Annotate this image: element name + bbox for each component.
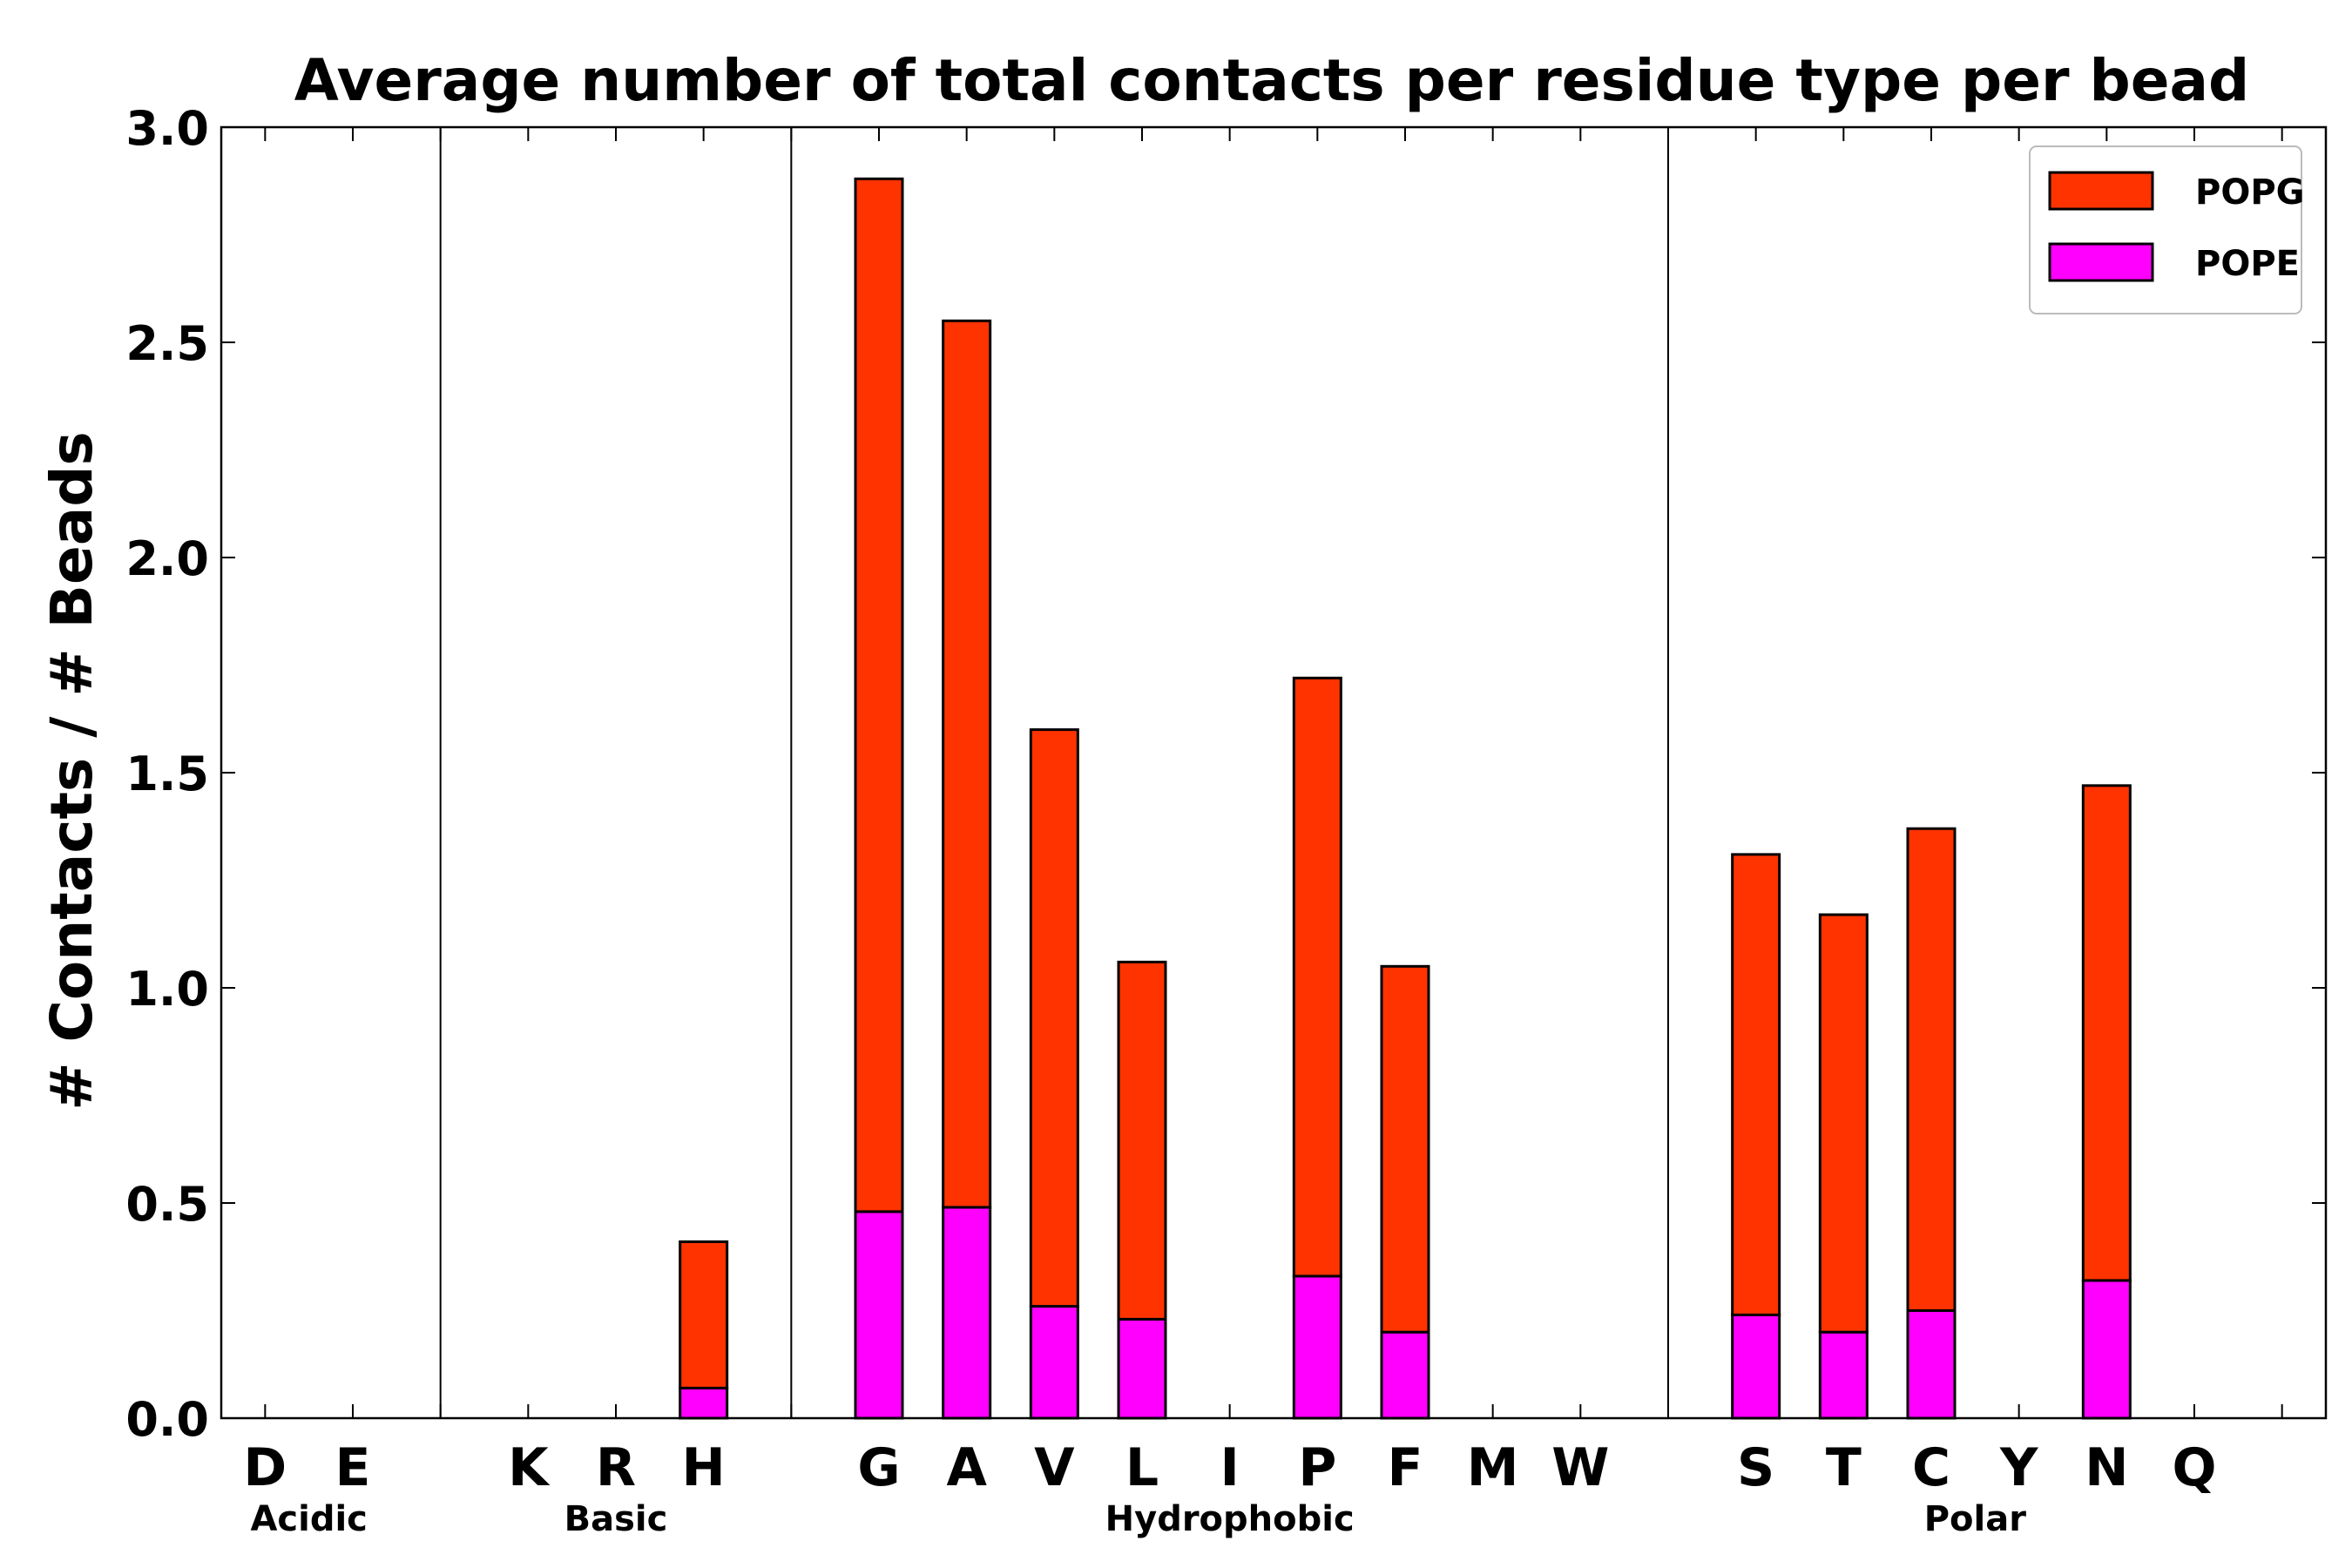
x-tick-label-A: A bbox=[946, 1437, 987, 1498]
bar-pope-N bbox=[2081, 1279, 2132, 1420]
bar-pope-F bbox=[1380, 1330, 1430, 1420]
bar-pope-A bbox=[942, 1206, 992, 1420]
y-tick-label: 3.0 bbox=[125, 101, 209, 156]
bar-popg-N bbox=[2081, 784, 2132, 1282]
y-axis-label: # Contacts / # Beads bbox=[38, 431, 105, 1111]
group-label: Polar bbox=[1924, 1499, 2027, 1539]
x-tick-label-M: M bbox=[1467, 1437, 1519, 1498]
x-tick-label-W: W bbox=[1551, 1437, 1609, 1498]
bar-pope-H bbox=[679, 1386, 729, 1420]
bar-pope-C bbox=[1906, 1309, 1957, 1420]
y-tick-label: 0.5 bbox=[125, 1177, 209, 1232]
bar-pope-L bbox=[1117, 1317, 1167, 1420]
bar-popg-P bbox=[1292, 676, 1342, 1278]
bar-popg-G bbox=[854, 177, 904, 1213]
y-tick-label: 0.0 bbox=[125, 1392, 209, 1447]
bar-popg-A bbox=[942, 319, 992, 1209]
group-label: Basic bbox=[564, 1499, 668, 1539]
x-tick-label-S: S bbox=[1737, 1437, 1774, 1498]
bar-pope-G bbox=[854, 1210, 904, 1420]
x-tick-label-G: G bbox=[857, 1437, 900, 1498]
bar-popg-V bbox=[1029, 728, 1079, 1308]
x-tick-label-Q: Q bbox=[2172, 1437, 2216, 1498]
x-tick-label-C: C bbox=[1912, 1437, 1950, 1498]
x-tick-label-T: T bbox=[1826, 1437, 1862, 1498]
x-tick-label-H: H bbox=[682, 1437, 726, 1498]
x-tick-label-D: D bbox=[243, 1437, 287, 1498]
y-tick-label: 1.0 bbox=[125, 962, 209, 1017]
bar-pope-S bbox=[1731, 1313, 1781, 1420]
bar-popg-T bbox=[1818, 913, 1869, 1334]
bar-popg-S bbox=[1731, 853, 1781, 1316]
x-tick-label-K: K bbox=[508, 1437, 551, 1498]
plot-frame bbox=[220, 125, 2328, 1420]
bar-popg-H bbox=[679, 1240, 729, 1389]
y-tick-label: 1.5 bbox=[125, 747, 209, 801]
x-tick-label-R: R bbox=[596, 1437, 636, 1498]
plot-area: 0.0 0.5 1.0 1.5 2.0 2.5 3.0 D E K R H G A V L I P F M W S T C Y N… bbox=[125, 101, 2328, 1539]
legend-swatch-pope bbox=[2048, 242, 2154, 282]
legend-swatch-popg bbox=[2048, 171, 2154, 211]
legend-label-pope: POPE bbox=[2195, 244, 2300, 284]
bar-pope-V bbox=[1029, 1305, 1079, 1420]
bar-popg-L bbox=[1117, 960, 1167, 1321]
x-tick-label-Y: Y bbox=[1999, 1437, 2039, 1498]
y-tick-label: 2.5 bbox=[125, 316, 209, 371]
bar-popg-C bbox=[1906, 827, 1957, 1312]
chart-title: Average number of total contacts per res… bbox=[294, 47, 2250, 114]
x-tick-label-L: L bbox=[1125, 1437, 1159, 1498]
y-tick-label: 2.0 bbox=[125, 531, 209, 586]
bar-popg-F bbox=[1380, 964, 1430, 1334]
group-label: Hydrophobic bbox=[1105, 1499, 1355, 1539]
x-tick-label-I: I bbox=[1220, 1437, 1240, 1498]
group-label: Acidic bbox=[250, 1499, 367, 1539]
x-tick-label-V: V bbox=[1034, 1437, 1075, 1498]
legend-label-popg: POPG bbox=[2195, 172, 2304, 213]
bar-pope-P bbox=[1292, 1274, 1342, 1420]
x-tick-label-P: P bbox=[1298, 1437, 1336, 1498]
bar-pope-T bbox=[1818, 1330, 1869, 1420]
x-tick-label-N: N bbox=[2085, 1437, 2128, 1498]
x-tick-label-E: E bbox=[335, 1437, 371, 1498]
x-tick-label-F: F bbox=[1388, 1437, 1423, 1498]
